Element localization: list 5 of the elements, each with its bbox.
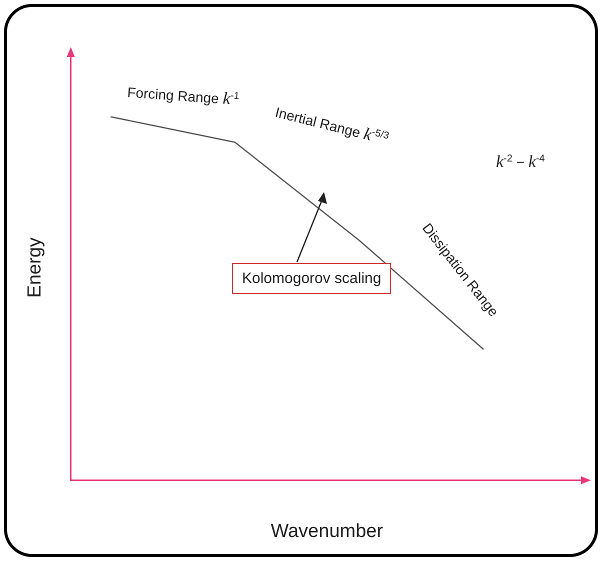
text: Forcing Range k$^{-1}$ xyxy=(126,83,240,110)
annotation: Kolomogorov scaling xyxy=(232,263,392,294)
annotation: k$^{-2}$ − k$^{-4}$ xyxy=(496,152,545,172)
x-axis-title: Wavenumber xyxy=(270,520,384,542)
y-axis-title: Energy xyxy=(24,237,46,298)
